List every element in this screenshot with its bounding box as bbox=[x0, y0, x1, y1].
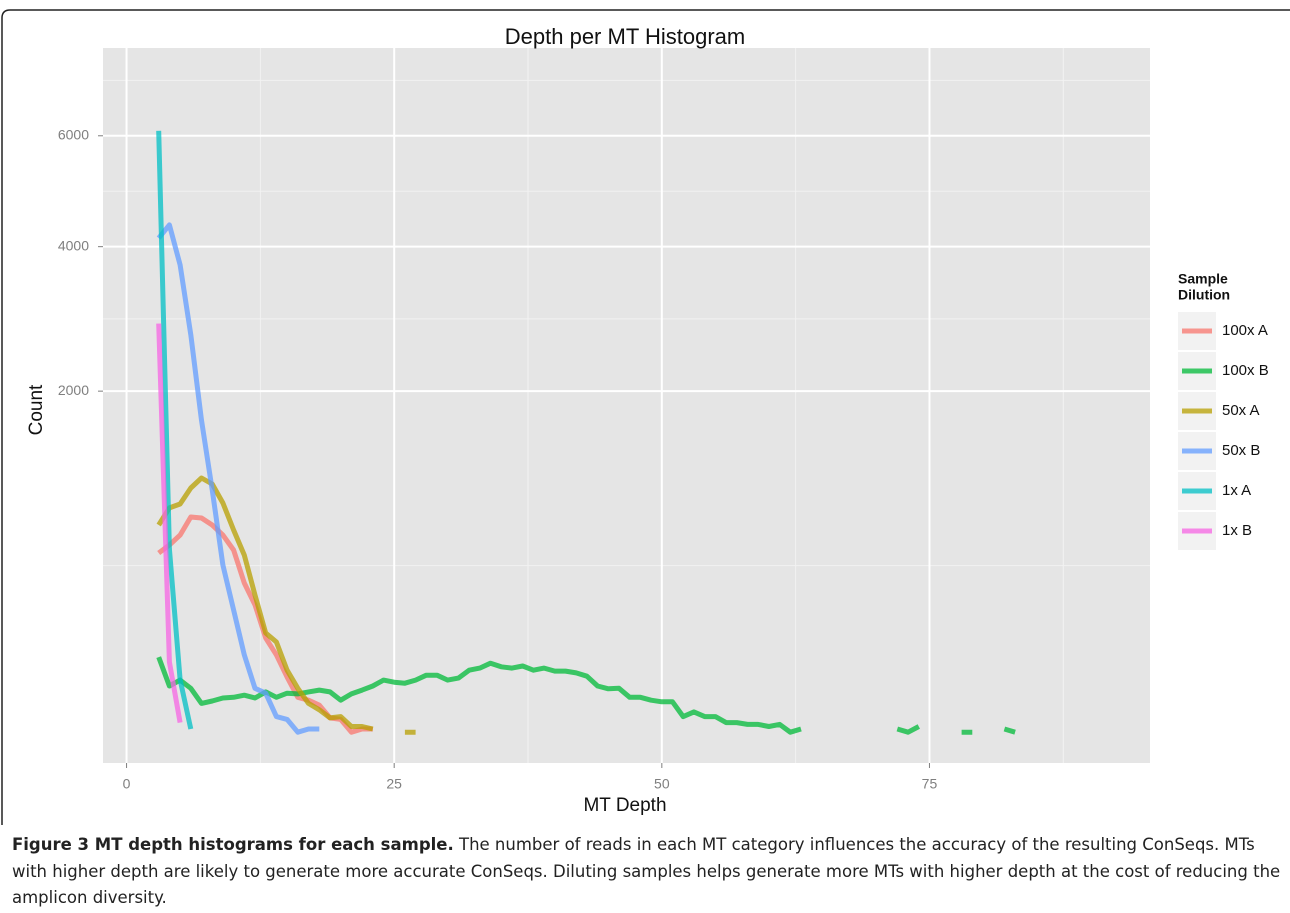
series-line bbox=[156, 656, 1016, 735]
figure-frame bbox=[1, 9, 1290, 825]
series-line bbox=[156, 222, 320, 735]
legend-label: 1x A bbox=[1222, 482, 1251, 499]
x-axis-label: MT Depth bbox=[583, 795, 666, 816]
y-tick-label: 2000 bbox=[58, 382, 89, 398]
legend-label: 50x A bbox=[1222, 402, 1260, 419]
series-line bbox=[156, 475, 416, 735]
caption-label: Figure 3 MT depth histograms for each sa… bbox=[12, 835, 454, 854]
legend-label: 100x A bbox=[1222, 322, 1268, 339]
series-line bbox=[156, 323, 183, 724]
legend-label: 1x B bbox=[1222, 522, 1252, 539]
y-tick-label: 4000 bbox=[58, 237, 89, 253]
legend-label: 100x B bbox=[1222, 362, 1269, 379]
legend-title: Dilution bbox=[1178, 287, 1230, 303]
x-tick-label: 25 bbox=[386, 776, 402, 792]
x-tick-label: 50 bbox=[654, 776, 670, 792]
legend-label: 50x B bbox=[1222, 442, 1260, 459]
x-tick-label: 75 bbox=[922, 776, 938, 792]
legend-title: Sample bbox=[1178, 271, 1228, 287]
y-axis-label: Count bbox=[26, 384, 47, 435]
caption-text: The number of reads in each MT category … bbox=[12, 835, 1281, 907]
caption: Figure 3 MT depth histograms for each sa… bbox=[12, 832, 1282, 912]
series-line bbox=[156, 130, 194, 730]
chart-title: Depth per MT Histogram bbox=[505, 24, 745, 49]
y-tick-label: 6000 bbox=[58, 126, 89, 142]
x-tick-label: 0 bbox=[123, 776, 131, 792]
